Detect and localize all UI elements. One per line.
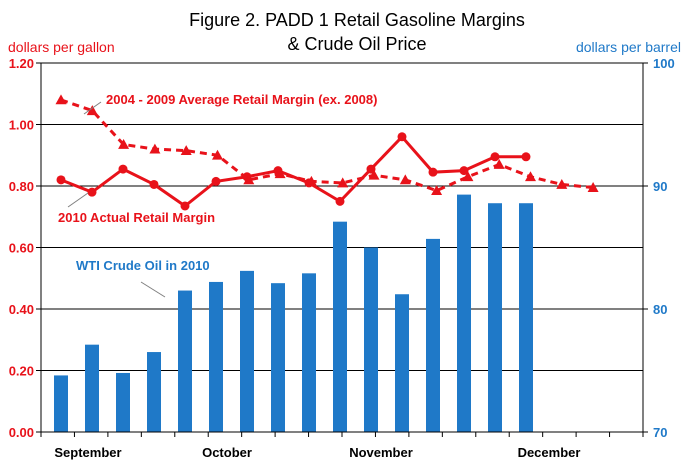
actual-margin-annotation: 2010 Actual Retail Margin xyxy=(58,210,215,225)
avg-margin-point xyxy=(149,143,161,154)
wti-bar xyxy=(178,290,192,432)
right-axis-tick-label: 80 xyxy=(653,302,667,317)
left-axis-tick-label: 0.80 xyxy=(9,179,34,194)
actual-margin-point xyxy=(335,196,345,206)
right-axis-unit-label: dollars per barrel xyxy=(576,39,681,55)
actual-margin-point xyxy=(87,187,97,197)
left-axis-tick-label: 1.00 xyxy=(9,118,34,133)
wti-bar xyxy=(457,194,471,432)
x-axis-label: November xyxy=(349,445,413,460)
actual-margin-point xyxy=(211,176,221,186)
wti-bar xyxy=(54,375,68,432)
margin-lines xyxy=(55,94,599,211)
chart-title-line1: Figure 2. PADD 1 Retail Gasoline Margins xyxy=(189,10,525,30)
wti-bar xyxy=(519,203,533,432)
wti-bar xyxy=(333,221,347,432)
avg-margin-leader xyxy=(83,101,102,115)
wti-bar xyxy=(426,238,440,432)
wti-bars xyxy=(54,194,533,432)
avg-margin-point xyxy=(431,185,443,196)
wti-bar xyxy=(488,203,502,432)
left-axis-tick-label: 0.60 xyxy=(9,241,34,256)
avg-margin-annotation: 2004 - 2009 Average Retail Margin (ex. 2… xyxy=(106,92,377,107)
avg-margin-point xyxy=(55,94,67,105)
avg-margin-point xyxy=(399,174,411,185)
x-axis-label: October xyxy=(202,445,252,460)
avg-margin-point xyxy=(525,171,536,182)
right-axis-tick-label: 70 xyxy=(653,425,667,440)
avg-margin-point xyxy=(493,158,505,169)
wti-bar xyxy=(147,352,161,432)
left-axis-tick-label: 0.40 xyxy=(9,302,34,317)
avg-margin-point xyxy=(118,138,130,149)
avg-margin-point xyxy=(180,145,192,156)
axes xyxy=(36,62,648,437)
actual-margin-line xyxy=(60,134,526,208)
annotations: 2004 - 2009 Average Retail Margin (ex. 2… xyxy=(58,92,377,298)
avg-margin-point xyxy=(368,169,380,180)
right-axis-tick-label: 100 xyxy=(653,56,675,71)
avg-margin-point xyxy=(305,175,317,186)
avg-margin-point xyxy=(337,177,349,188)
wti-leader xyxy=(140,281,166,298)
left-axis-tick-label: 1.20 xyxy=(9,56,34,71)
avg-margin-point xyxy=(86,105,98,116)
avg-margin-point xyxy=(274,168,286,179)
actual-margin-point xyxy=(428,167,438,177)
x-axis-label: September xyxy=(54,445,121,460)
left-axis-tick-label: 0.20 xyxy=(9,364,34,379)
avg-margin-point xyxy=(556,178,568,189)
actual-margin-point xyxy=(180,201,190,211)
x-axis-label: December xyxy=(518,445,581,460)
avg-margin-point xyxy=(212,149,223,160)
avg-margin-point xyxy=(462,171,474,182)
left-axis-tick-label: 0.00 xyxy=(9,425,34,440)
wti-bar xyxy=(302,273,316,432)
left-axis-unit-label: dollars per gallon xyxy=(8,39,115,55)
wti-bar xyxy=(116,372,130,432)
actual-margin-point xyxy=(459,166,469,176)
actual-margin-point xyxy=(118,164,128,174)
actual-margin-point xyxy=(397,132,407,142)
tick-labels: 0.00 0.20 0.40 0.60 0.80 1.00 1.20 70 80 90 100 Sep… xyxy=(9,56,675,460)
actual-margin-point xyxy=(521,152,531,162)
wti-bar xyxy=(209,281,223,432)
wti-bar xyxy=(85,344,99,432)
wti-bar xyxy=(364,247,378,432)
right-axis-tick-label: 90 xyxy=(653,179,667,194)
avg-margin-point xyxy=(587,182,599,192)
actual-margin-point xyxy=(149,179,159,189)
avg-margin-point xyxy=(243,174,255,185)
actual-margin-point xyxy=(490,152,500,162)
wti-annotation: WTI Crude Oil in 2010 xyxy=(76,258,210,273)
actual-margin-leader xyxy=(67,192,89,208)
avg-margin-line xyxy=(60,98,594,193)
actual-margin-point xyxy=(56,175,66,185)
wti-bar xyxy=(271,283,285,432)
chart-title-line2: & Crude Oil Price xyxy=(287,34,426,54)
wti-bar xyxy=(240,270,254,432)
wti-bar xyxy=(395,294,409,432)
